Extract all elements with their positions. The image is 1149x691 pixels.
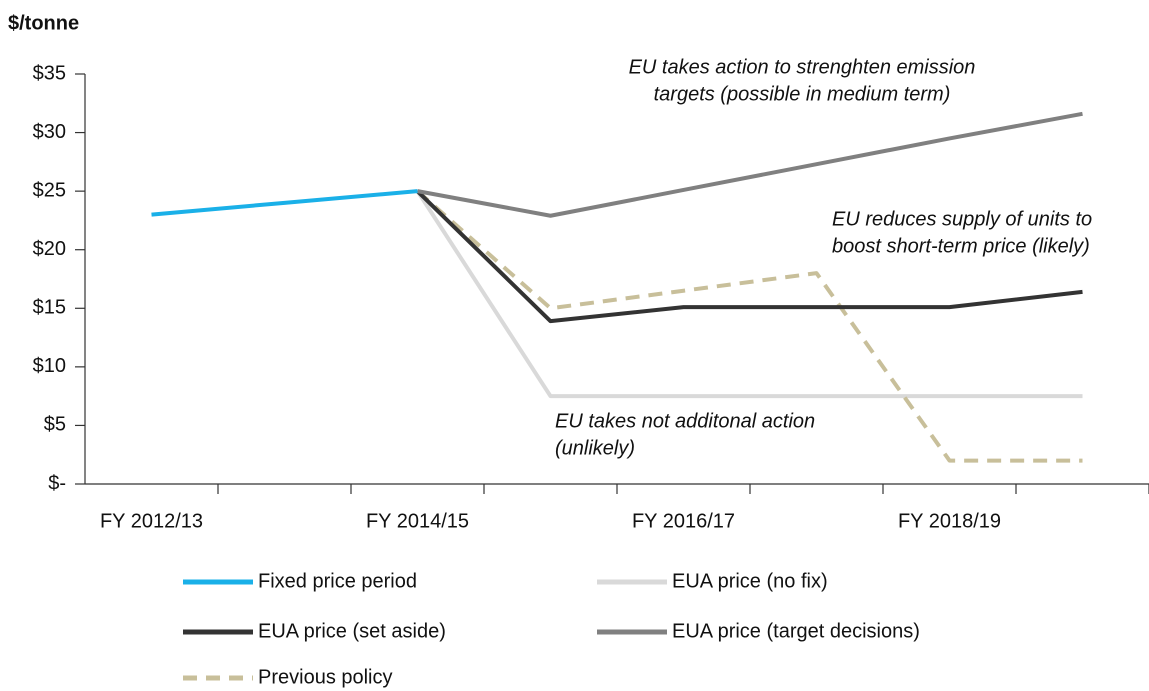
y-tick-label: $10	[33, 355, 66, 377]
y-tick-label: $15	[33, 297, 66, 319]
legend-label: Previous policy	[258, 666, 393, 688]
series-line	[417, 111, 1083, 218]
y-tick-label: $30	[33, 121, 66, 143]
legend-label: EUA price (target decisions)	[672, 620, 920, 642]
x-tick-label: FY 2016/17	[632, 510, 735, 532]
y-tick-label: $20	[33, 238, 66, 260]
series-line	[151, 189, 418, 217]
series-line	[416, 189, 1083, 324]
legend-label: Fixed price period	[258, 570, 417, 592]
y-tick-label: $5	[44, 414, 66, 436]
x-tick-label: FY 2018/19	[898, 510, 1001, 532]
annotation: EU takes not additonal action	[555, 410, 815, 432]
y-tick-label: $-	[48, 472, 66, 494]
annotation: (unlikely)	[555, 437, 635, 459]
y-tick-label: $25	[33, 179, 66, 201]
x-tick-label: FY 2012/13	[100, 510, 203, 532]
annotation: EU reduces supply of units to	[832, 208, 1092, 230]
annotation: targets (possible in medium term)	[654, 83, 951, 105]
series-line	[415, 190, 1083, 399]
legend-label: EUA price (set aside)	[258, 620, 446, 642]
series-line	[416, 189, 1083, 463]
y-axis-label: $/tonne	[8, 12, 79, 34]
annotation: EU takes action to strenghten emission	[629, 56, 976, 78]
y-tick-label: $35	[33, 62, 66, 84]
annotation: boost short-term price (likely)	[832, 235, 1090, 257]
x-tick-label: FY 2014/15	[366, 510, 469, 532]
legend-label: EUA price (no fix)	[672, 570, 828, 592]
